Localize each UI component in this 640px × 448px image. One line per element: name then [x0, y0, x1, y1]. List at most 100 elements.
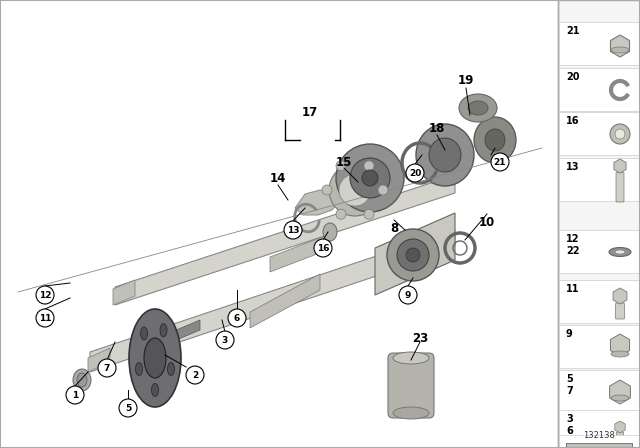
Polygon shape — [566, 443, 632, 448]
Text: 9: 9 — [405, 290, 411, 300]
Text: 20: 20 — [566, 72, 579, 82]
Polygon shape — [155, 320, 200, 349]
Text: 10: 10 — [479, 215, 495, 228]
Ellipse shape — [339, 174, 371, 206]
Text: 17: 17 — [302, 105, 318, 119]
FancyBboxPatch shape — [616, 303, 625, 319]
Ellipse shape — [429, 138, 461, 172]
Circle shape — [399, 286, 417, 304]
Ellipse shape — [152, 383, 159, 396]
Text: 21: 21 — [493, 158, 506, 167]
Ellipse shape — [416, 124, 474, 186]
Ellipse shape — [77, 373, 87, 387]
FancyBboxPatch shape — [559, 280, 639, 323]
Ellipse shape — [329, 164, 381, 216]
Ellipse shape — [611, 395, 629, 401]
Circle shape — [228, 309, 246, 327]
Circle shape — [66, 386, 84, 404]
Ellipse shape — [323, 223, 337, 241]
Ellipse shape — [136, 362, 143, 375]
Ellipse shape — [144, 338, 166, 378]
FancyBboxPatch shape — [559, 230, 639, 273]
Ellipse shape — [168, 362, 175, 375]
Text: 13: 13 — [566, 162, 579, 172]
Circle shape — [364, 161, 374, 171]
Ellipse shape — [129, 309, 181, 407]
Circle shape — [119, 399, 137, 417]
Text: 13: 13 — [287, 225, 300, 234]
Ellipse shape — [615, 250, 625, 254]
Ellipse shape — [474, 117, 516, 163]
Text: 21: 21 — [566, 26, 579, 36]
Ellipse shape — [73, 369, 91, 391]
FancyBboxPatch shape — [559, 325, 639, 368]
Text: 3
6: 3 6 — [566, 414, 573, 435]
FancyBboxPatch shape — [559, 370, 639, 413]
FancyBboxPatch shape — [559, 158, 639, 201]
Ellipse shape — [611, 47, 629, 53]
FancyBboxPatch shape — [559, 68, 639, 111]
Text: 1: 1 — [72, 391, 78, 400]
Ellipse shape — [406, 248, 420, 262]
Text: 11: 11 — [39, 314, 51, 323]
Ellipse shape — [397, 239, 429, 271]
Circle shape — [322, 185, 332, 195]
Polygon shape — [270, 234, 330, 272]
Text: 23: 23 — [412, 332, 428, 345]
Ellipse shape — [610, 124, 630, 144]
Text: 9: 9 — [566, 329, 573, 339]
Circle shape — [98, 359, 116, 377]
Polygon shape — [90, 238, 430, 372]
Circle shape — [36, 286, 54, 304]
Ellipse shape — [336, 144, 404, 212]
Circle shape — [491, 153, 509, 171]
Circle shape — [336, 161, 346, 171]
FancyBboxPatch shape — [616, 432, 623, 448]
Ellipse shape — [362, 170, 378, 186]
Ellipse shape — [141, 327, 148, 340]
Circle shape — [284, 221, 302, 239]
Text: 11: 11 — [566, 284, 579, 294]
FancyBboxPatch shape — [559, 410, 639, 448]
Polygon shape — [115, 175, 455, 305]
Ellipse shape — [160, 324, 167, 337]
Ellipse shape — [387, 229, 439, 281]
Text: 20: 20 — [409, 168, 421, 177]
FancyBboxPatch shape — [388, 353, 434, 418]
Text: 15: 15 — [336, 155, 352, 168]
Polygon shape — [113, 280, 135, 305]
Circle shape — [36, 309, 54, 327]
Polygon shape — [428, 230, 455, 258]
Text: 8: 8 — [390, 221, 398, 234]
Ellipse shape — [609, 247, 631, 257]
Text: 12: 12 — [39, 290, 51, 300]
Ellipse shape — [459, 94, 497, 122]
Polygon shape — [375, 213, 455, 295]
Ellipse shape — [468, 101, 488, 115]
Circle shape — [378, 185, 388, 195]
Text: 18: 18 — [429, 121, 445, 134]
Text: 14: 14 — [270, 172, 286, 185]
Text: 3: 3 — [222, 336, 228, 345]
Text: 5
7: 5 7 — [566, 374, 573, 396]
Text: 2: 2 — [192, 370, 198, 379]
Text: 12
22: 12 22 — [566, 234, 579, 256]
Polygon shape — [295, 190, 340, 215]
Circle shape — [216, 331, 234, 349]
FancyBboxPatch shape — [559, 112, 639, 155]
Text: 19: 19 — [458, 73, 474, 86]
Ellipse shape — [615, 129, 625, 139]
Text: 16: 16 — [317, 244, 329, 253]
Text: 132138: 132138 — [583, 431, 615, 440]
Ellipse shape — [485, 129, 505, 151]
Text: 7: 7 — [104, 363, 110, 372]
Circle shape — [336, 209, 346, 219]
Circle shape — [314, 239, 332, 257]
FancyBboxPatch shape — [616, 172, 624, 202]
Text: 6: 6 — [234, 314, 240, 323]
FancyBboxPatch shape — [559, 435, 639, 448]
Ellipse shape — [350, 158, 390, 198]
Polygon shape — [88, 348, 110, 372]
Ellipse shape — [611, 351, 629, 357]
Ellipse shape — [393, 352, 429, 364]
